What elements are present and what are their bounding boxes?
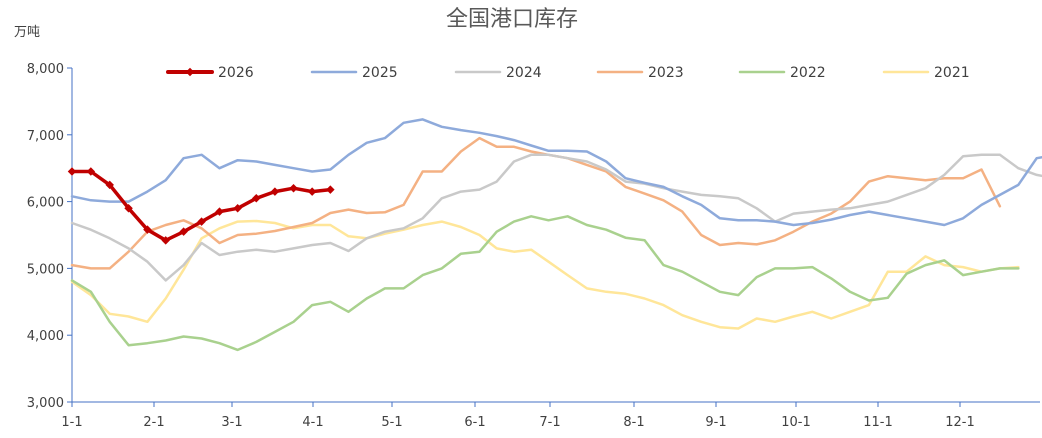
data-point-2026 bbox=[270, 187, 280, 196]
series-line-2025 bbox=[70, 118, 1042, 227]
legend: 2026 2025 2024 2023 2022 2021 bbox=[166, 65, 970, 81]
data-point-2026 bbox=[86, 167, 96, 176]
y-tick-label: 5,000 bbox=[27, 262, 64, 277]
legend-label-2021: 2021 bbox=[934, 65, 970, 81]
y-tick-label: 4,000 bbox=[27, 329, 64, 344]
x-tick-label: 7-1 bbox=[539, 415, 560, 430]
data-point-2026 bbox=[124, 204, 133, 213]
series-line-2024 bbox=[70, 153, 1042, 282]
legend-marker-2026 bbox=[185, 67, 195, 77]
series-line-2023 bbox=[70, 136, 1002, 270]
y-tick-label: 8,000 bbox=[27, 62, 64, 77]
y-unit-label: 万吨 bbox=[14, 25, 40, 40]
data-point-2026 bbox=[289, 183, 298, 193]
data-point-2026 bbox=[233, 204, 242, 213]
x-tick-label: 4-1 bbox=[302, 415, 323, 430]
x-tick-label: 2-1 bbox=[143, 415, 164, 430]
data-point-2026 bbox=[161, 236, 170, 245]
data-point-2026 bbox=[143, 225, 152, 234]
legend-label-2025: 2025 bbox=[362, 65, 398, 81]
data-point-2026 bbox=[326, 185, 335, 194]
data-point-2026 bbox=[252, 194, 261, 203]
legend-label-2024: 2024 bbox=[506, 65, 542, 81]
series-line-2022 bbox=[70, 215, 1020, 352]
legend-label-2026: 2026 bbox=[218, 65, 254, 81]
chart-title: 全国港口库存 bbox=[446, 7, 578, 32]
data-point-2026 bbox=[197, 217, 206, 226]
x-tick-label: 8-1 bbox=[623, 415, 644, 430]
x-tick-label: 11-1 bbox=[863, 415, 893, 430]
legend-label-2023: 2023 bbox=[648, 65, 684, 81]
axes: 3,000 4,000 5,000 6,000 7,000 8,000 1-1 2-1 3-1 4… bbox=[27, 62, 1040, 430]
x-tick-label: 9-1 bbox=[705, 415, 726, 430]
x-tick-label: 10-1 bbox=[781, 415, 811, 430]
series-line-2021 bbox=[70, 219, 1020, 330]
y-tick-label: 3,000 bbox=[27, 396, 64, 411]
data-point-2026 bbox=[307, 187, 317, 196]
data-point-2026 bbox=[215, 207, 224, 216]
x-tick-label: 3-1 bbox=[221, 415, 242, 430]
data-point-2026 bbox=[105, 180, 114, 190]
legend-label-2022: 2022 bbox=[790, 65, 826, 81]
x-tick-label: 1-1 bbox=[61, 415, 82, 430]
x-tick-label: 5-1 bbox=[381, 415, 402, 430]
series-layer bbox=[67, 118, 1042, 352]
y-tick-label: 6,000 bbox=[27, 196, 64, 211]
y-tick-label: 7,000 bbox=[27, 129, 64, 144]
x-tick-label: 6-1 bbox=[464, 415, 485, 430]
data-point-2026 bbox=[179, 227, 188, 236]
data-point-2026 bbox=[67, 167, 77, 176]
x-tick-label: 12-1 bbox=[945, 415, 975, 430]
